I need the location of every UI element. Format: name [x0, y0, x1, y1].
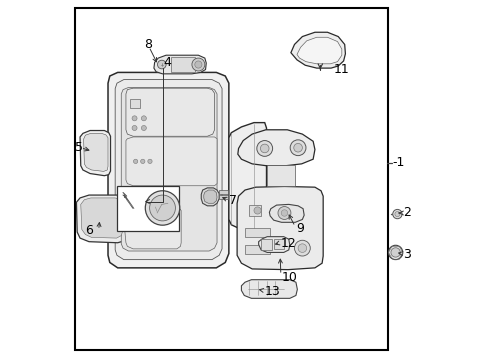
Circle shape — [294, 143, 302, 152]
Circle shape — [195, 61, 202, 68]
Polygon shape — [81, 198, 122, 238]
Circle shape — [146, 191, 180, 225]
Circle shape — [393, 210, 402, 219]
Circle shape — [141, 159, 145, 163]
Circle shape — [132, 116, 137, 121]
Bar — [129, 99, 140, 108]
Circle shape — [157, 60, 166, 69]
Text: 7: 7 — [228, 194, 237, 207]
Polygon shape — [126, 137, 217, 186]
Circle shape — [395, 212, 400, 217]
Text: 12: 12 — [281, 237, 296, 250]
Polygon shape — [270, 204, 304, 222]
Bar — [117, 186, 179, 231]
Polygon shape — [267, 165, 295, 186]
Circle shape — [254, 207, 261, 214]
Text: 10: 10 — [282, 271, 298, 284]
Bar — [248, 205, 261, 216]
Polygon shape — [80, 131, 111, 176]
Text: 3: 3 — [403, 248, 411, 261]
Circle shape — [257, 140, 272, 156]
Polygon shape — [201, 188, 219, 206]
Circle shape — [141, 126, 147, 131]
Polygon shape — [204, 190, 217, 203]
Polygon shape — [237, 186, 323, 270]
Circle shape — [281, 210, 288, 216]
Bar — [172, 57, 195, 72]
Bar — [245, 244, 270, 253]
Circle shape — [260, 144, 269, 153]
Bar — [274, 239, 285, 249]
Bar — [74, 8, 389, 350]
Text: 13: 13 — [265, 285, 280, 298]
Circle shape — [294, 240, 310, 256]
Circle shape — [149, 195, 175, 221]
Bar — [261, 239, 272, 250]
Text: 4: 4 — [163, 56, 171, 69]
Polygon shape — [76, 195, 126, 243]
Circle shape — [298, 244, 307, 252]
Text: 11: 11 — [334, 63, 350, 76]
Circle shape — [141, 116, 147, 121]
Polygon shape — [242, 280, 297, 298]
Text: 5: 5 — [75, 141, 83, 154]
Polygon shape — [291, 32, 345, 68]
Text: 8: 8 — [144, 38, 152, 51]
Polygon shape — [126, 88, 215, 136]
Circle shape — [391, 248, 400, 257]
Circle shape — [192, 58, 205, 71]
Text: 9: 9 — [296, 222, 304, 235]
Polygon shape — [122, 87, 217, 251]
Polygon shape — [229, 123, 267, 232]
Bar — [245, 228, 270, 237]
Bar — [219, 195, 228, 199]
Bar — [219, 190, 228, 194]
Polygon shape — [108, 72, 229, 268]
Polygon shape — [297, 37, 342, 64]
Polygon shape — [259, 237, 290, 252]
Circle shape — [132, 126, 137, 131]
Polygon shape — [154, 55, 206, 74]
Text: -1: -1 — [393, 156, 405, 169]
Circle shape — [278, 207, 291, 220]
Polygon shape — [123, 207, 181, 249]
Circle shape — [148, 159, 152, 163]
Circle shape — [389, 245, 403, 260]
Circle shape — [290, 140, 306, 156]
Polygon shape — [84, 134, 108, 171]
Text: 2: 2 — [403, 207, 411, 220]
Circle shape — [133, 159, 138, 163]
Text: 6: 6 — [85, 224, 93, 238]
Polygon shape — [115, 80, 222, 260]
Polygon shape — [238, 130, 315, 166]
